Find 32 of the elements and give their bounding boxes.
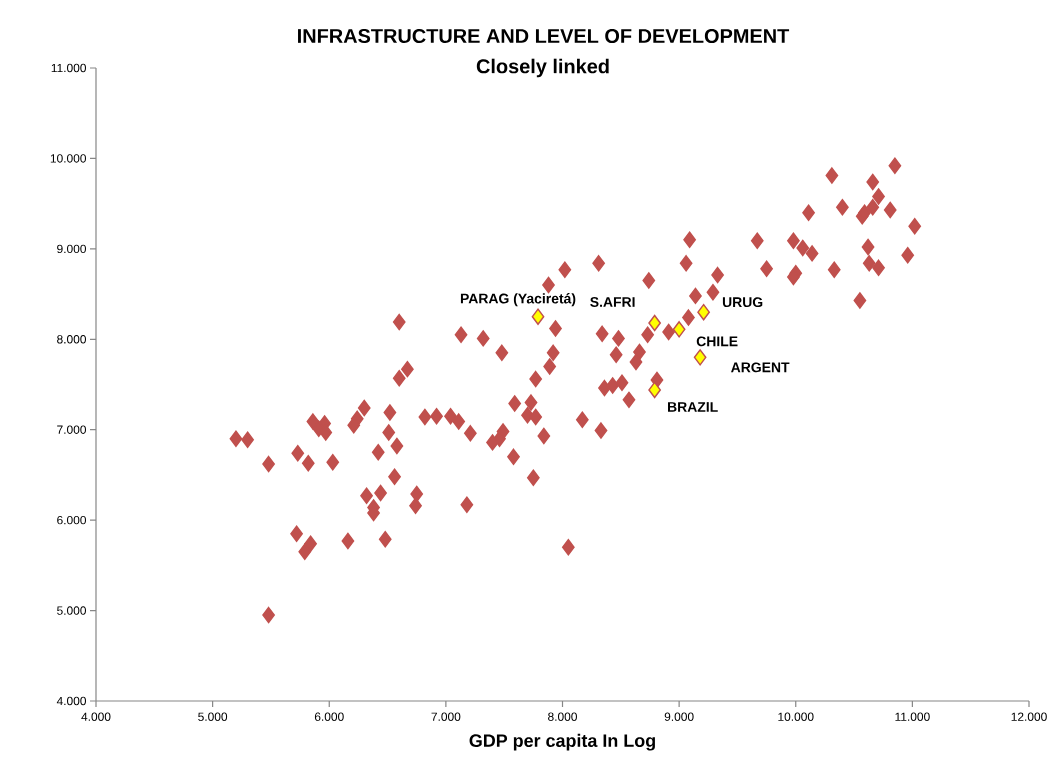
point	[672, 321, 686, 338]
chart-subtitle: Closely linked	[476, 58, 609, 78]
point	[648, 381, 662, 399]
y-tick-label: 8.000	[57, 335, 87, 344]
x-tick-label: 7.000	[431, 712, 461, 721]
x-tick-label: 8.000	[548, 712, 577, 721]
point	[648, 314, 662, 332]
x-tick-label: 12.000	[1011, 712, 1047, 721]
y-tick-label: 7.000	[57, 425, 87, 434]
annotation: CHILE	[696, 336, 738, 347]
point	[693, 349, 707, 366]
x-tick-label: 6.000	[314, 712, 344, 721]
x-tick-label: 4.000	[81, 712, 111, 721]
annotation: ARGENT	[731, 362, 790, 373]
point	[531, 308, 545, 325]
x-tick-label: 9.000	[664, 712, 694, 721]
annotation: S.AFRI	[590, 297, 635, 307]
x-tick-label: 11.000	[895, 712, 930, 721]
point	[697, 303, 710, 321]
annotation: URUG	[722, 297, 763, 308]
x-axis-title: GDP per capita In Log	[469, 733, 655, 751]
annotation: PARAG (Yaciretá)	[460, 293, 576, 307]
y-tick-label: 10.000	[50, 154, 87, 163]
annotation: BRAZIL	[668, 402, 718, 412]
y-tick-label: 4.000	[56, 696, 87, 706]
x-tick-label: 10.000	[778, 712, 814, 721]
y-tick-label: 5.000	[57, 606, 87, 615]
y-tick-label: 9.000	[57, 244, 87, 254]
y-tick-label: 11.000	[51, 63, 87, 73]
y-tick-label: 6.000	[57, 515, 87, 525]
chart-title: INFRASTRUCTURE AND LEVEL OF DEVELOPMENT	[298, 28, 790, 44]
x-tick-label: 5.000	[198, 712, 228, 721]
